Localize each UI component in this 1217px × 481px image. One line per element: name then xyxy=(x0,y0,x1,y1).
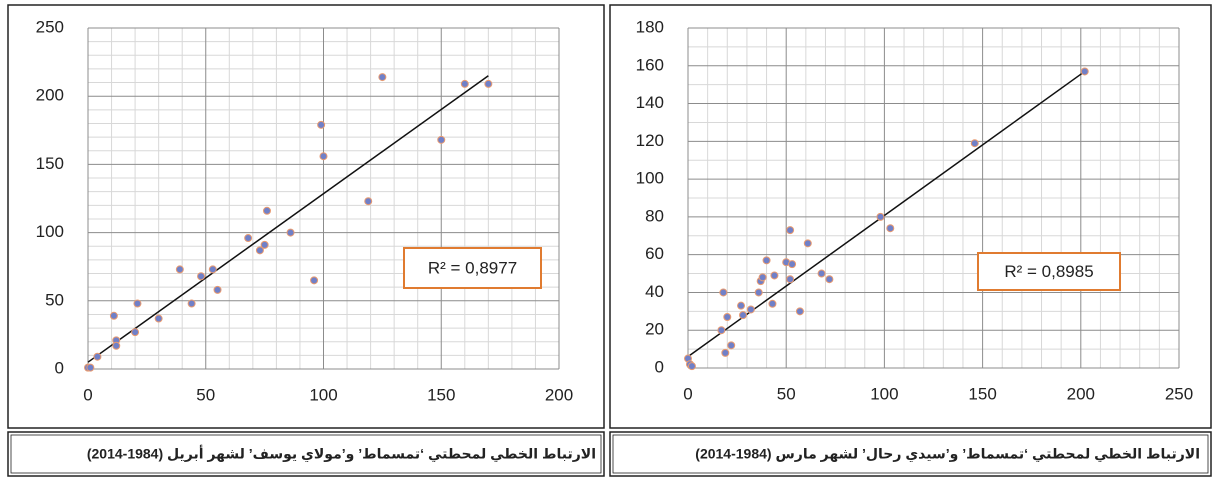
point xyxy=(803,239,812,248)
annotation-box xyxy=(403,247,542,289)
point xyxy=(187,299,196,308)
point xyxy=(786,275,795,284)
point xyxy=(723,313,732,321)
y-tick-label: 120 xyxy=(636,131,664,150)
y-tick-label: 80 xyxy=(645,206,664,225)
point xyxy=(717,326,726,335)
y-tick-label: 20 xyxy=(645,320,664,339)
point xyxy=(786,226,795,235)
point xyxy=(795,307,804,316)
x-tick-label: 200 xyxy=(1067,384,1095,403)
point xyxy=(727,341,736,350)
y-tick-label: 150 xyxy=(36,154,64,173)
point xyxy=(378,73,387,82)
caption-frame xyxy=(609,431,1212,477)
x-tick-label: 50 xyxy=(196,385,215,404)
point xyxy=(687,362,696,371)
point xyxy=(154,314,163,323)
x-tick-label: 0 xyxy=(683,384,692,403)
point xyxy=(364,197,373,206)
point xyxy=(133,299,142,308)
caption: الارتباط الخطي لمحطتي ‘تمسماط’ و’مولاي ي… xyxy=(87,445,596,464)
y-tick-label: 60 xyxy=(645,244,664,263)
point xyxy=(738,311,747,320)
point xyxy=(437,135,446,144)
y-tick-label: 200 xyxy=(36,86,64,105)
annotation: R² = 0,8985 xyxy=(1004,262,1093,281)
x-tick-label: 150 xyxy=(968,384,996,403)
y-tick-label: 100 xyxy=(36,222,64,241)
trendline xyxy=(687,70,1086,358)
point xyxy=(460,79,469,88)
caption-frame xyxy=(7,431,605,477)
point xyxy=(770,271,779,280)
point xyxy=(317,120,326,129)
point xyxy=(876,212,885,221)
point xyxy=(758,273,767,282)
point xyxy=(754,288,763,297)
point xyxy=(737,301,746,310)
y-tick-label: 250 xyxy=(36,17,64,36)
caption: الارتباط الخطي لمحطتي ‘تمسماط’ و’سيدي رح… xyxy=(695,446,1200,464)
point xyxy=(93,352,102,361)
x-tick-label: 150 xyxy=(427,385,455,404)
point xyxy=(310,276,319,285)
annotation-box xyxy=(977,252,1121,291)
y-tick-label: 100 xyxy=(636,169,664,188)
point xyxy=(175,265,184,274)
x-tick-label: 100 xyxy=(870,384,898,403)
panel-frame xyxy=(609,4,1212,429)
point xyxy=(131,328,140,337)
x-tick-label: 250 xyxy=(1165,384,1193,403)
trendline xyxy=(87,75,489,363)
point xyxy=(319,152,328,161)
point xyxy=(484,79,493,88)
y-tick-label: 0 xyxy=(55,358,64,377)
x-tick-label: 100 xyxy=(309,385,337,404)
y-tick-label: 50 xyxy=(45,290,64,309)
point xyxy=(86,363,95,372)
x-tick-label: 50 xyxy=(777,384,796,403)
y-tick-label: 180 xyxy=(636,17,664,36)
point xyxy=(213,285,222,294)
y-tick-label: 0 xyxy=(655,357,664,376)
y-tick-label: 160 xyxy=(636,55,664,74)
point xyxy=(768,299,777,308)
point xyxy=(817,269,826,278)
x-tick-label: 200 xyxy=(545,385,573,404)
panel-frame xyxy=(7,4,605,429)
y-tick-label: 40 xyxy=(645,282,664,301)
point xyxy=(970,139,979,148)
point xyxy=(260,240,269,249)
caption-frame xyxy=(10,434,602,474)
x-tick-label: 0 xyxy=(83,385,92,404)
point xyxy=(721,348,730,357)
annotation: R² = 0,8977 xyxy=(428,258,517,277)
point xyxy=(788,260,797,269)
point xyxy=(197,272,206,281)
point xyxy=(746,305,755,314)
caption-frame xyxy=(612,434,1209,474)
point xyxy=(719,288,728,297)
point xyxy=(1080,67,1089,76)
point xyxy=(762,256,771,265)
point xyxy=(109,311,118,320)
point xyxy=(825,275,834,284)
point xyxy=(112,341,121,350)
point xyxy=(208,265,217,274)
point xyxy=(886,224,895,233)
point xyxy=(255,246,264,255)
y-tick-label: 140 xyxy=(636,93,664,112)
point xyxy=(262,206,271,215)
point xyxy=(244,234,253,243)
point xyxy=(286,228,295,237)
